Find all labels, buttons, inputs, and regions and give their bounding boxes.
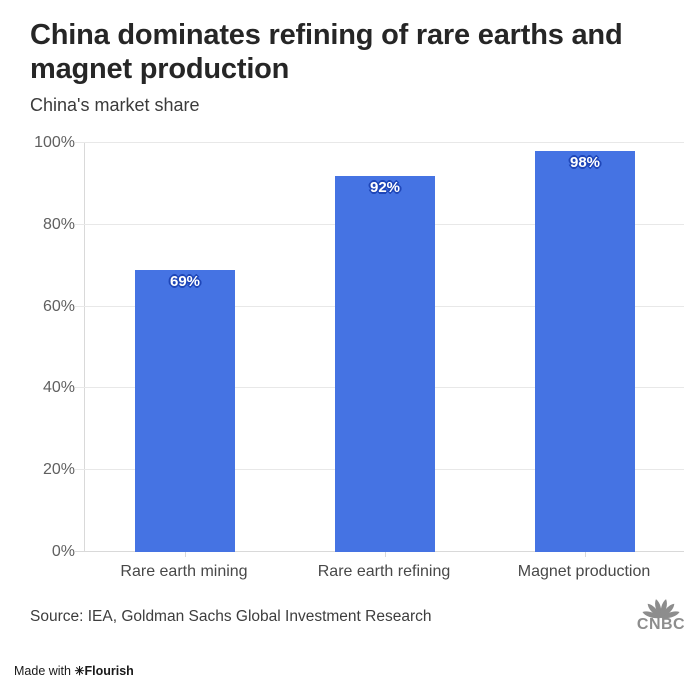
- chart-subtitle: China's market share: [30, 95, 200, 115]
- bar-magnet-production[interactable]: 98%: [535, 151, 635, 552]
- x-category-label: Rare earth refining: [317, 563, 451, 580]
- x-axis-labels: Rare earth mining Rare earth refining Magn…: [84, 562, 684, 584]
- x-category-label: Magnet production: [517, 563, 651, 580]
- bar-rare-earth-mining[interactable]: 69%: [135, 269, 235, 552]
- bar-value-label: 69%: [169, 272, 201, 290]
- y-tick-label: 60%: [42, 297, 75, 315]
- flourish-credit-prefix: Made with: [14, 664, 75, 678]
- source-text: Source: IEA, Goldman Sachs Global Invest…: [30, 608, 432, 625]
- plot-area: 69% 92% 98%: [75, 142, 684, 557]
- x-category-label: Rare earth mining: [120, 563, 248, 580]
- bar-value-label: 98%: [569, 154, 601, 172]
- y-axis-labels: 0% 20% 40% 60% 80% 100%: [0, 134, 75, 560]
- gridline: [75, 142, 684, 143]
- cnbc-wordmark: CNBC: [636, 616, 686, 633]
- chart-title: China dominates refining of rare earths …: [30, 19, 623, 85]
- y-tick-label: 100%: [34, 134, 75, 151]
- y-tick-label: 0%: [51, 543, 75, 560]
- flourish-credit-brand: Flourish: [84, 664, 134, 678]
- x-axis-tick: [185, 552, 186, 557]
- bar-rare-earth-refining[interactable]: 92%: [335, 175, 435, 552]
- x-axis-tick: [385, 552, 386, 557]
- x-axis-tick: [585, 552, 586, 557]
- flourish-logo-icon: ✳: [74, 664, 85, 678]
- y-tick-label: 40%: [42, 379, 75, 397]
- y-tick-label: 80%: [42, 215, 75, 233]
- cnbc-peacock-icon: [642, 599, 680, 619]
- y-tick-label: 20%: [42, 461, 75, 479]
- bar-value-label: 92%: [369, 178, 401, 196]
- flourish-credit[interactable]: Made with ✳Flourish: [14, 664, 134, 678]
- cnbc-logo: CNBC: [632, 592, 690, 633]
